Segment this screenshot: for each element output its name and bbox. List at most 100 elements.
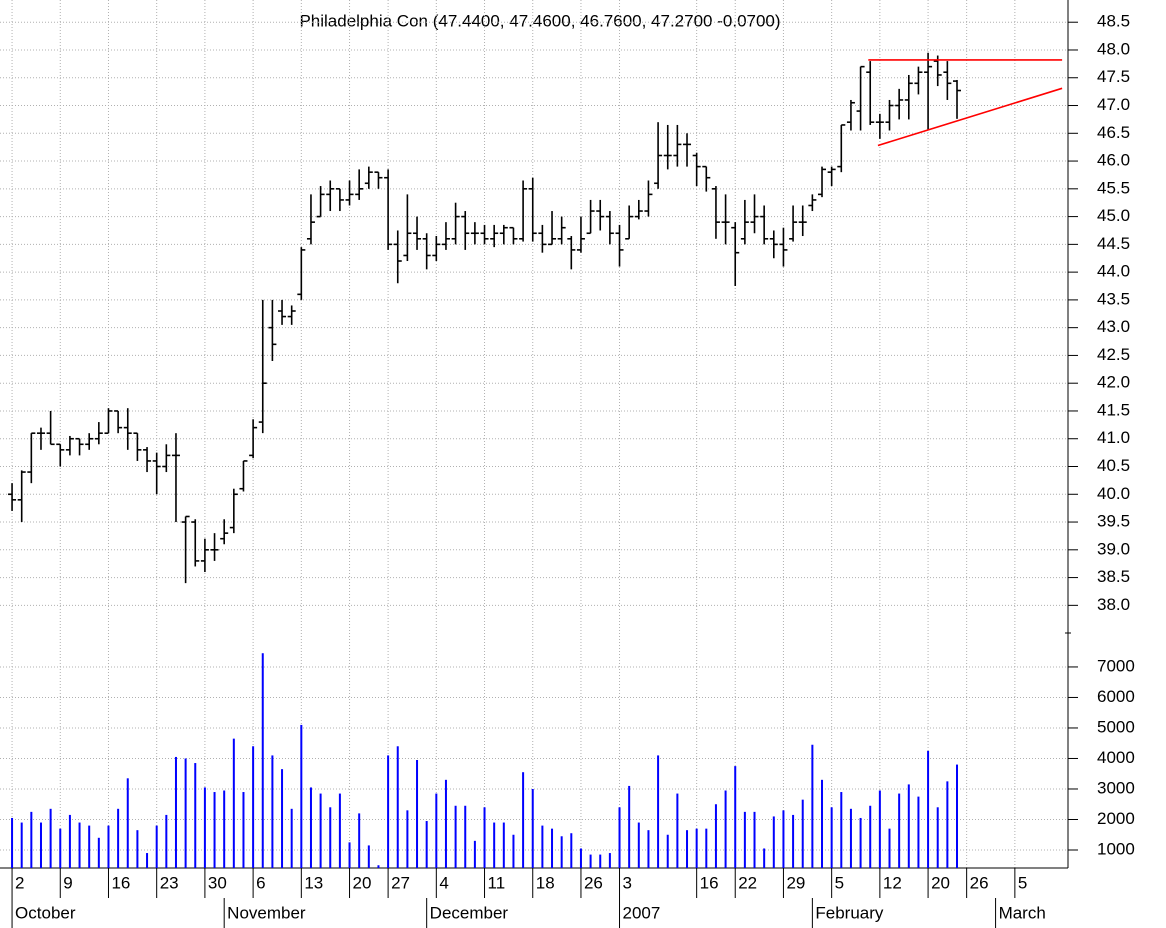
volume-bar [743,811,746,868]
y-tick-label: 46.0 [1097,151,1130,170]
volume-bar [888,828,891,868]
volume-bar [290,808,293,868]
y-tick-label: 45.5 [1097,178,1130,197]
volume-bar [811,744,814,868]
volume-bar [97,837,100,868]
volume-bar [406,810,409,868]
volume-bar [657,755,660,868]
volume-bar [416,760,419,868]
volume-bar [20,822,23,868]
month-label: November [227,903,306,922]
volume-bar [232,738,235,868]
x-tick-label: 6 [256,873,265,892]
x-tick-label: 11 [488,873,506,892]
volume-bar [136,830,139,868]
volume-bar [223,790,226,868]
volume-bar [300,724,303,868]
volume-bar [541,825,544,868]
volume-bar [68,814,71,868]
volume-bar [695,828,698,868]
volume-bar [59,828,62,868]
volume-bar [387,755,390,868]
volume-bar [502,822,505,868]
x-tick-label: 4 [439,873,448,892]
volume-bar [878,790,881,868]
volume-bar [772,816,775,868]
volume-bar [203,787,206,868]
volume-bar [676,793,679,868]
volume-bar [444,779,447,868]
y-tick-label: 39.0 [1097,539,1130,558]
volume-bar [531,788,534,868]
chart-title: Philadelphia Con (47.4400, 47.4600, 46.7… [299,11,780,30]
volume-bar [271,755,274,868]
volume-bar [792,814,795,868]
volume-bar [734,766,737,868]
y-tick-label: 39.5 [1097,512,1130,531]
volume-bar [570,833,573,868]
month-label: February [815,903,884,922]
volume-bar [551,828,554,868]
month-label: December [430,903,509,922]
volume-bar [126,778,129,868]
volume-bar [367,845,370,868]
volume-bar [107,825,110,868]
volume-bar [309,787,312,868]
y-tick-label: 40.0 [1097,484,1130,503]
volume-bar [30,811,33,868]
y-tick-label: 48.0 [1097,39,1130,58]
y-tick-label: 44.0 [1097,262,1130,281]
volume-bar [869,805,872,868]
y-tick-label: 2000 [1097,809,1135,828]
volume-bar [493,822,496,868]
y-tick-label: 47.5 [1097,67,1130,86]
x-tick-label: 29 [786,873,805,892]
volume-bar [49,808,52,868]
y-tick-label: 38.0 [1097,595,1130,614]
x-tick-label: 20 [353,873,372,892]
x-tick-label: 5 [835,873,844,892]
x-tick-label: 9 [63,873,72,892]
volume-bar [329,807,332,868]
y-tick-label: 45.0 [1097,206,1130,225]
x-tick-label: 22 [738,873,757,892]
volume-bar [782,810,785,868]
volume-bar [579,848,582,868]
y-tick-label: 42.0 [1097,373,1130,392]
volume-bar [560,836,563,868]
volume-bar [39,822,42,868]
volume-bar [435,793,438,868]
volume-bar [830,807,833,868]
y-tick-label: 41.5 [1097,400,1130,419]
volume-bar [608,853,611,868]
volume-bar [319,793,322,868]
volume-bar [165,814,168,868]
x-tick-label: 5 [1018,873,1027,892]
volume-bar [454,805,457,868]
volume-bar [936,807,939,868]
volume-bar [927,750,930,868]
month-label: October [15,903,76,922]
y-tick-label: 42.5 [1097,345,1130,364]
volume-bar [213,792,216,868]
volume-bar [377,865,380,868]
volume-bar [618,807,621,868]
volume-bar [705,828,708,868]
y-tick-label: 3000 [1097,778,1135,797]
x-tick-label: 27 [391,873,410,892]
volume-bar [821,779,824,868]
y-tick-label: 46.5 [1097,123,1130,142]
volume-bar [840,792,843,868]
volume-bar [194,763,197,868]
y-tick-label: 1000 [1097,839,1135,858]
volume-bar [252,746,255,868]
volume-bar [666,834,669,868]
volume-bar [647,830,650,868]
y-tick-label: 47.0 [1097,95,1130,114]
volume-bar [763,848,766,868]
y-tick-label: 5000 [1097,717,1135,736]
volume-bar [898,793,901,868]
volume-bar [946,781,949,868]
volume-bar [358,813,361,868]
